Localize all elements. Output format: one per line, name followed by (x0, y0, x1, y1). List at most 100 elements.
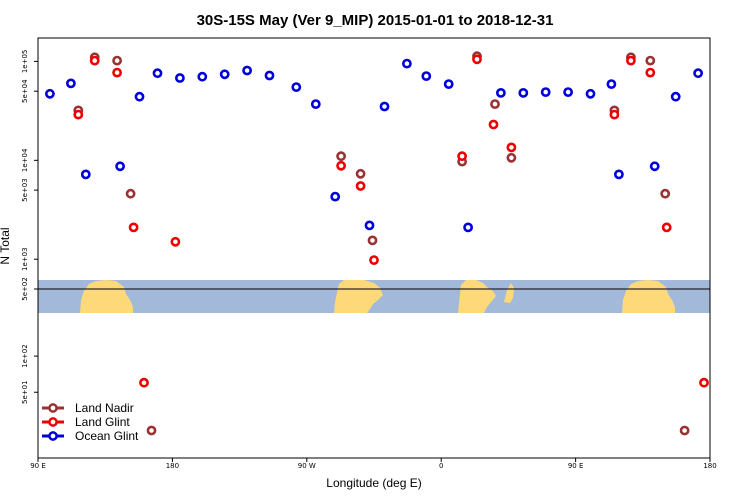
data-point-land-glint (661, 222, 672, 233)
data-point-ocean-glint (45, 88, 55, 99)
y-axis-label: N Total (0, 227, 12, 264)
data-point-ocean-glint (115, 161, 125, 172)
data-point-land-glint (89, 55, 100, 66)
plot-frame (37, 37, 711, 459)
data-point-land-glint (112, 67, 122, 78)
data-point-land-nadir (355, 168, 366, 179)
legend-entry-land-nadir: Land Nadir (42, 401, 134, 415)
data-point-land-nadir (679, 425, 690, 436)
data-point-land-glint (609, 109, 620, 120)
y-tick-label: 1e+02 (21, 344, 29, 368)
land-mass-2 (334, 280, 383, 313)
data-point-land-nadir (146, 425, 157, 436)
data-point-ocean-glint (364, 220, 375, 231)
data-point-ocean-glint (649, 161, 660, 172)
data-point-land-glint (457, 151, 467, 162)
x-tick-label: 180 (703, 462, 716, 470)
land-mass-1 (80, 280, 133, 313)
legend-label-land-glint: Land Glint (75, 415, 130, 429)
data-point-land-glint (645, 67, 656, 78)
land-mass-3 (458, 280, 496, 313)
data-point-ocean-glint (379, 101, 390, 112)
land-mass-5 (622, 280, 675, 313)
data-point-ocean-glint (540, 87, 551, 97)
legend-entry-ocean-glint: Ocean Glint (42, 429, 139, 443)
data-point-ocean-glint (291, 82, 302, 92)
data-point-land-glint (336, 160, 346, 171)
data-point-ocean-glint (693, 68, 703, 79)
data-point-land-nadir (660, 188, 671, 199)
data-point-land-glint (355, 181, 366, 191)
data-point-ocean-glint (563, 87, 573, 97)
data-point-ocean-glint (401, 58, 412, 69)
chart-title: 30S-15S May (Ver 9_MIP) 2015-01-01 to 20… (197, 12, 554, 29)
data-point-ocean-glint (443, 79, 454, 89)
x-axis-label: Longitude (deg E) (326, 476, 421, 490)
data-point-ocean-glint (152, 68, 163, 79)
data-point-land-nadir (367, 235, 378, 246)
data-points (45, 51, 709, 436)
y-axis-upper: 1e+05 5e+04 1e+04 5e+03 1e+03 5e+02 (21, 50, 38, 301)
data-point-land-nadir (125, 188, 136, 199)
x-tick-label: 0 (439, 462, 443, 470)
series-ocean-glint (45, 58, 703, 233)
data-point-ocean-glint (463, 222, 473, 233)
x-axis: 90 E 180 90 W 0 90 E 180 (30, 458, 717, 470)
data-point-ocean-glint (495, 88, 506, 98)
data-point-ocean-glint (670, 91, 681, 102)
legend: Land Nadir Land Glint Ocean Glint (42, 401, 139, 443)
data-point-land-nadir (490, 99, 500, 109)
legend-marker-ocean-glint (48, 431, 58, 441)
data-point-land-glint (506, 142, 517, 153)
data-point-ocean-glint (66, 78, 76, 89)
data-point-ocean-glint (197, 71, 208, 82)
data-point-land-glint (128, 222, 139, 233)
data-point-ocean-glint (174, 73, 185, 83)
data-point-ocean-glint (134, 91, 145, 102)
data-point-ocean-glint (219, 69, 230, 80)
data-point-land-nadir (645, 55, 656, 66)
data-point-ocean-glint (264, 70, 275, 81)
data-point-land-nadir (112, 55, 122, 66)
x-tick-label: 180 (166, 462, 179, 470)
y-tick-label: 1e+04 (21, 148, 29, 172)
y-tick-label: 5e+03 (21, 178, 29, 202)
legend-label-land-nadir: Land Nadir (75, 401, 134, 415)
data-point-ocean-glint (330, 191, 341, 202)
y-tick-label: 5e+04 (21, 79, 29, 103)
y-tick-label: 5e+02 (21, 277, 29, 301)
y-tick-label: 1e+05 (21, 50, 29, 74)
data-point-land-glint (170, 236, 181, 247)
legend-entry-land-glint: Land Glint (42, 415, 130, 429)
data-point-ocean-glint (585, 88, 596, 99)
data-point-land-glint (139, 377, 149, 388)
data-point-ocean-glint (80, 169, 91, 180)
legend-marker-land-nadir (48, 403, 58, 413)
y-axis-lower: 1e+02 5e+01 (21, 344, 38, 404)
legend-label-ocean-glint: Ocean Glint (75, 429, 139, 443)
legend-marker-land-glint (48, 417, 58, 427)
data-point-land-nadir (506, 152, 517, 163)
data-point-land-glint (488, 119, 499, 130)
data-point-land-glint (369, 255, 379, 265)
x-tick-label: 90 E (568, 462, 584, 470)
land-mass-4 (504, 283, 514, 303)
series-land-glint (73, 54, 709, 388)
map-band (38, 280, 710, 313)
x-tick-label: 90 E (30, 462, 46, 470)
data-point-ocean-glint (614, 169, 624, 180)
data-point-ocean-glint (310, 99, 321, 109)
data-point-ocean-glint (606, 79, 617, 89)
y-tick-label: 1e+03 (21, 247, 29, 271)
data-point-ocean-glint (518, 88, 529, 98)
x-tick-label: 90 W (298, 462, 316, 470)
data-point-land-glint (699, 377, 709, 388)
data-point-ocean-glint (421, 71, 432, 81)
data-point-land-glint (626, 55, 636, 66)
data-point-ocean-glint (242, 65, 252, 76)
data-point-land-glint (472, 54, 482, 65)
y-tick-label: 5e+01 (21, 380, 29, 404)
data-point-land-glint (73, 109, 84, 120)
data-point-land-nadir (336, 151, 346, 162)
